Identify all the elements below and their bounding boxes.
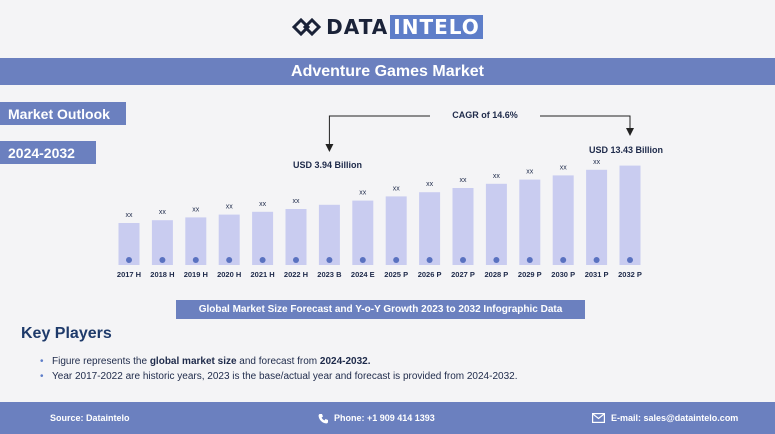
x-tick-label: 2019 H — [184, 270, 208, 279]
data-label: xx — [226, 204, 234, 211]
bar-chart: xx 2017 H xx 2018 H xx 2019 H xx 2020 H xx 2021 H… — [117, 115, 642, 279]
data-label: xx — [393, 185, 401, 192]
bar-dot — [326, 257, 333, 263]
bar-dot — [393, 257, 400, 263]
cagr-arrow-head-end — [626, 128, 634, 136]
bar — [218, 214, 240, 265]
bar — [352, 200, 374, 265]
brand-name-part1: DATA — [326, 15, 389, 39]
bar — [285, 209, 307, 265]
bar-dot — [593, 257, 600, 263]
data-label: xx — [126, 212, 134, 219]
x-tick-label: 2020 H — [217, 270, 241, 279]
data-label: xx — [493, 173, 501, 180]
bar-dot — [159, 257, 166, 263]
x-tick-label: 2029 P — [518, 270, 542, 279]
x-tick-label: 2027 P — [451, 270, 475, 279]
key-players-title: Key Players — [21, 325, 112, 342]
footer-email: E-mail: sales@dataintelo.com — [592, 402, 738, 434]
start-value-label: USD 3.94 Billion — [293, 160, 363, 170]
data-label: xx — [259, 201, 267, 208]
dataintelo-logo-icon — [292, 17, 322, 37]
data-label: xx — [526, 169, 534, 176]
data-label: xx — [293, 198, 301, 205]
cagr-arrow-head-start — [325, 144, 334, 152]
brand-name-part2: INTELO — [390, 15, 483, 39]
footer: Source: Dataintelo Phone: +1 909 414 139… — [0, 402, 775, 434]
notes-list: Figure represents the global market size… — [40, 354, 517, 384]
envelope-icon — [592, 413, 605, 423]
end-value-label: USD 13.43 Billion — [589, 145, 664, 155]
data-label: xx — [192, 206, 200, 213]
footer-source: Source: Dataintelo — [50, 413, 130, 423]
x-tick-label: 2030 P — [551, 270, 575, 279]
title-band: Adventure Games Market — [0, 58, 775, 85]
x-tick-label: 2021 H — [251, 270, 275, 279]
cagr-label: CAGR of 14.6% — [452, 110, 518, 120]
bar — [151, 220, 173, 265]
x-tick-label: 2022 H — [284, 270, 308, 279]
data-label: xx — [593, 159, 601, 166]
note-item: Figure represents the global market size… — [40, 354, 517, 369]
footer-phone: Phone: +1 909 414 1393 — [318, 402, 435, 434]
period-tag: 2024-2032 — [0, 141, 96, 164]
bar-dot — [426, 257, 433, 263]
x-tick-label: 2025 P — [384, 270, 408, 279]
x-tick-label: 2024 E — [351, 270, 375, 279]
data-label: xx — [460, 177, 468, 184]
bar — [419, 192, 441, 265]
bar — [318, 204, 340, 265]
x-tick-label: 2031 P — [585, 270, 609, 279]
bar — [252, 211, 274, 265]
bar-dot — [460, 257, 466, 263]
bar-dot — [627, 257, 633, 263]
bar-dot — [226, 257, 233, 263]
x-tick-label: 2032 P — [618, 270, 642, 279]
data-label: xx — [426, 181, 434, 188]
x-tick-label: 2028 P — [485, 270, 509, 279]
bar — [385, 196, 407, 265]
bar-dot — [526, 257, 533, 263]
brand-logo: DATA INTELO — [0, 14, 775, 40]
market-outlook-tag: Market Outlook — [0, 102, 126, 125]
phone-icon — [318, 413, 328, 423]
chart-caption: Global Market Size Forecast and Y-o-Y Gr… — [176, 300, 585, 319]
x-tick-label: 2018 H — [150, 270, 174, 279]
bar — [452, 188, 474, 265]
bar — [586, 169, 608, 265]
bar — [485, 183, 507, 265]
bar — [118, 223, 140, 265]
x-tick-label: 2017 H — [117, 270, 141, 279]
data-label: xx — [159, 209, 167, 216]
bar — [519, 179, 541, 265]
bar-dot — [293, 257, 299, 263]
x-tick-label: 2023 B — [317, 270, 342, 279]
chart-caption-text: Global Market Size Forecast and Y-o-Y Gr… — [198, 304, 563, 315]
bar-dot — [560, 257, 567, 263]
x-tick-label: 2026 P — [418, 270, 442, 279]
bar — [552, 175, 574, 265]
bar-dot — [493, 257, 500, 263]
bar-dot — [192, 257, 199, 263]
data-label: xx — [560, 164, 568, 171]
bar-dot — [126, 257, 132, 263]
bar — [619, 165, 641, 265]
bar-dot — [359, 257, 366, 263]
bar — [185, 217, 207, 265]
cagr-arrow-line — [328, 115, 631, 150]
data-label: xx — [359, 190, 367, 197]
note-item: Year 2017-2022 are historic years, 2023 … — [40, 369, 517, 384]
page-title: Adventure Games Market — [291, 62, 484, 80]
bar-dot — [259, 257, 266, 263]
